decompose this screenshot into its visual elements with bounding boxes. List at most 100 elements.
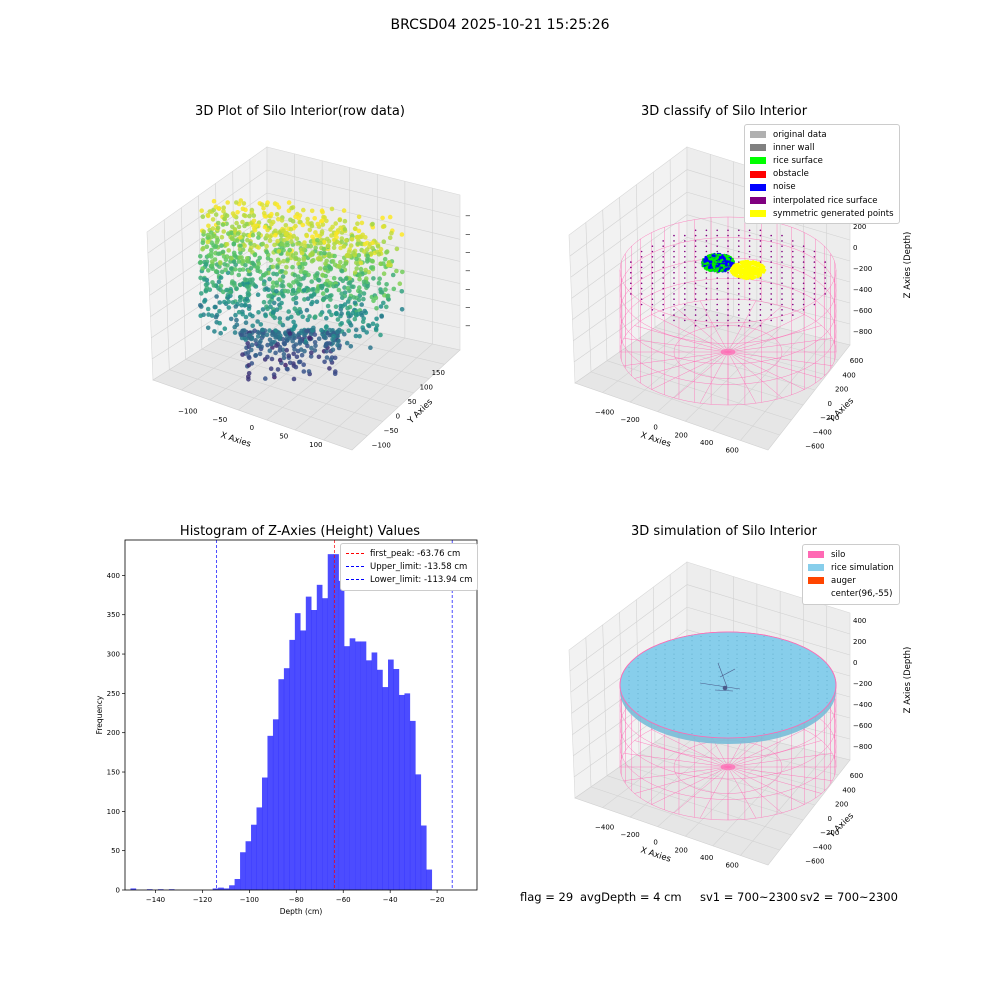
plot2-surface-point [684,277,686,279]
plot4-rice-texture [763,733,765,735]
plot4-x-tick-label: −400 [595,823,614,831]
plot2-rice-surface [701,252,736,274]
plot4-rice-texture [709,702,711,704]
plot1-point [257,351,263,357]
plot4-rice-texture [655,671,657,673]
plot1-point [247,304,252,309]
plot4-rice-texture [628,675,630,677]
plot1-point [273,232,278,238]
plot2-surface-point [792,293,794,295]
plot1-point [327,366,332,371]
plot1-point [294,354,300,360]
plot4-rice-texture [709,635,711,637]
plot1-point [384,282,389,287]
plot4-rice-texture [736,649,738,651]
plot2-surface-point [684,309,686,311]
plot2-surface-point [759,319,762,322]
plot1-point [297,359,303,365]
plot1-point [210,266,215,271]
plot2-rice-point [727,257,731,261]
plot1-point [320,218,325,223]
plot1-point [310,251,315,257]
plot2-surface-point [684,234,686,237]
plot1-point [324,315,329,321]
plot1-point [225,200,230,205]
plot2-surface-point [802,293,805,295]
plot4-rice-texture [736,671,738,673]
plot2-surface-point [748,293,751,295]
plot1-point [267,238,273,243]
plot1-y-tick-label: 50 [408,398,417,406]
plot4-rice-texture [673,702,675,704]
plot4-x-tick-label: 400 [700,854,713,862]
plot4-rice-texture [763,658,765,659]
plot2-surface-point [630,266,632,269]
plot2-grid-line [585,222,592,372]
plot4-rice-texture [754,666,756,668]
plot1-point [269,356,275,362]
plot1-x-tick-label: −100 [178,407,197,415]
plot2-symmetric-point [754,263,757,267]
plot4-rice-texture [772,666,774,668]
plot4-rice-texture [763,644,765,646]
plot2-surface-point [630,261,632,263]
plot4-rice-texture [673,693,675,695]
plot4-rice-texture [763,680,765,682]
plot1-point [259,202,265,207]
plot2-surface-point [781,309,783,311]
plot4-rice-texture [754,649,756,651]
plot2-surface-point [802,282,805,285]
plot1-point [394,246,400,252]
plot4-rice-texture [682,715,684,717]
plot1-point [318,266,323,271]
plot2-surface-point [727,319,729,322]
plot4-rice-texture [736,706,738,708]
plot2-surface-point [673,277,675,279]
plot1-point [261,281,267,287]
plot1-point [198,303,203,308]
plot1-point [230,279,235,284]
plot4-rice-texture [763,671,765,673]
plot2-legend-swatch [750,170,766,178]
plot2-surface-point [673,271,675,274]
plot3-bar [223,888,230,890]
plot4-rice-texture [763,728,765,730]
plot2-surface-point [640,266,643,269]
plot1-point [345,306,350,311]
plot2-grid-line [740,339,827,441]
plot4-rice-texture [772,684,774,686]
plot1-point [356,228,362,234]
plot1-point [348,243,354,248]
plot4-rice-texture [709,649,711,651]
plot1-grid-line [147,169,268,254]
plot1-x-tick-label: 50 [279,433,288,441]
plot4-rice-texture [628,671,630,673]
plot1-point [229,266,235,271]
plot2-surface-point [694,229,697,232]
plot2-gridlines [569,154,851,441]
plot1-point [211,198,217,204]
plot1-point [397,281,403,286]
plot4-rice-texture [664,715,666,717]
plot1-point [234,200,239,205]
plot1-point [387,214,393,220]
plot1-point [281,258,286,264]
plot1-point [307,227,313,233]
plot3-bar [371,652,378,890]
plot1-point [201,229,206,235]
plot4-rice-texture [808,653,810,655]
plot1-point [243,320,249,325]
plot1-point [366,323,372,329]
plot2-surface-point [748,314,751,316]
plot2-surface-point [673,245,675,247]
plot1-point [307,335,312,340]
plot4-rice-texture [709,719,711,721]
plot3-bar [344,646,350,890]
plot2-surface-point [684,319,686,322]
plot3-bar [377,669,383,890]
plot4-rice-texture [781,684,783,686]
plot1-point [387,235,393,241]
plot2-surface-point [716,240,718,242]
plot2-surface-point [824,293,826,295]
plot1-point [348,344,354,349]
